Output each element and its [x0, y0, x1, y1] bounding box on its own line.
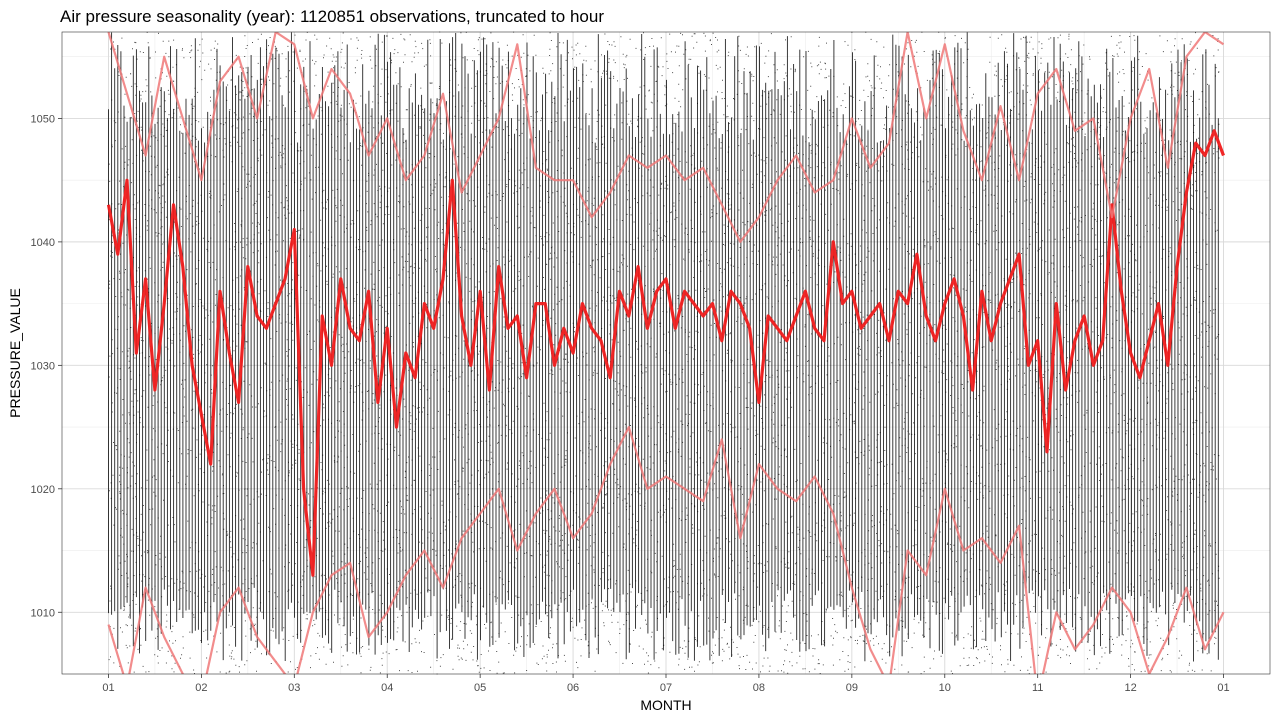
x-tick-label: 08 — [753, 682, 765, 694]
series-lines — [106, 32, 1225, 674]
y-tick-label: 1040 — [31, 237, 55, 249]
y-axis-title: PRESSURE_VALUE — [7, 288, 23, 418]
y-tick-label: 1030 — [31, 360, 55, 372]
x-tick-label: 09 — [846, 682, 858, 694]
y-tick-label: 1020 — [31, 484, 55, 496]
x-tick-label: 10 — [939, 682, 951, 694]
x-axis-title: MONTH — [640, 697, 691, 713]
x-tick-label: 06 — [567, 682, 579, 694]
x-tick-label: 05 — [474, 682, 486, 694]
x-tick-label: 07 — [660, 682, 672, 694]
x-tick-label: 11 — [1032, 682, 1043, 694]
x-tick-label: 04 — [381, 682, 393, 694]
x-tick-label: 01 — [1217, 682, 1229, 694]
x-tick-label: 02 — [195, 682, 207, 694]
series-upper-band-line — [107, 32, 1225, 243]
chart-title: Air pressure seasonality (year): 1120851… — [60, 7, 604, 26]
y-tick-label: 1050 — [31, 113, 55, 125]
observation-dots — [108, 31, 1220, 675]
y-axis: 1010 1020 1030 1040 1050 — [31, 113, 62, 619]
x-tick-label: 03 — [288, 682, 300, 694]
series-lower-band-line — [107, 426, 1225, 674]
x-axis: 01 02 03 04 05 06 07 08 09 10 11 12 01 — [102, 674, 1230, 694]
observation-columns — [108, 32, 1219, 662]
x-tick-label: 01 — [102, 682, 114, 694]
x-tick-label: 12 — [1124, 682, 1136, 694]
y-tick-label: 1010 — [31, 607, 55, 619]
series-mean-line — [106, 129, 1225, 577]
